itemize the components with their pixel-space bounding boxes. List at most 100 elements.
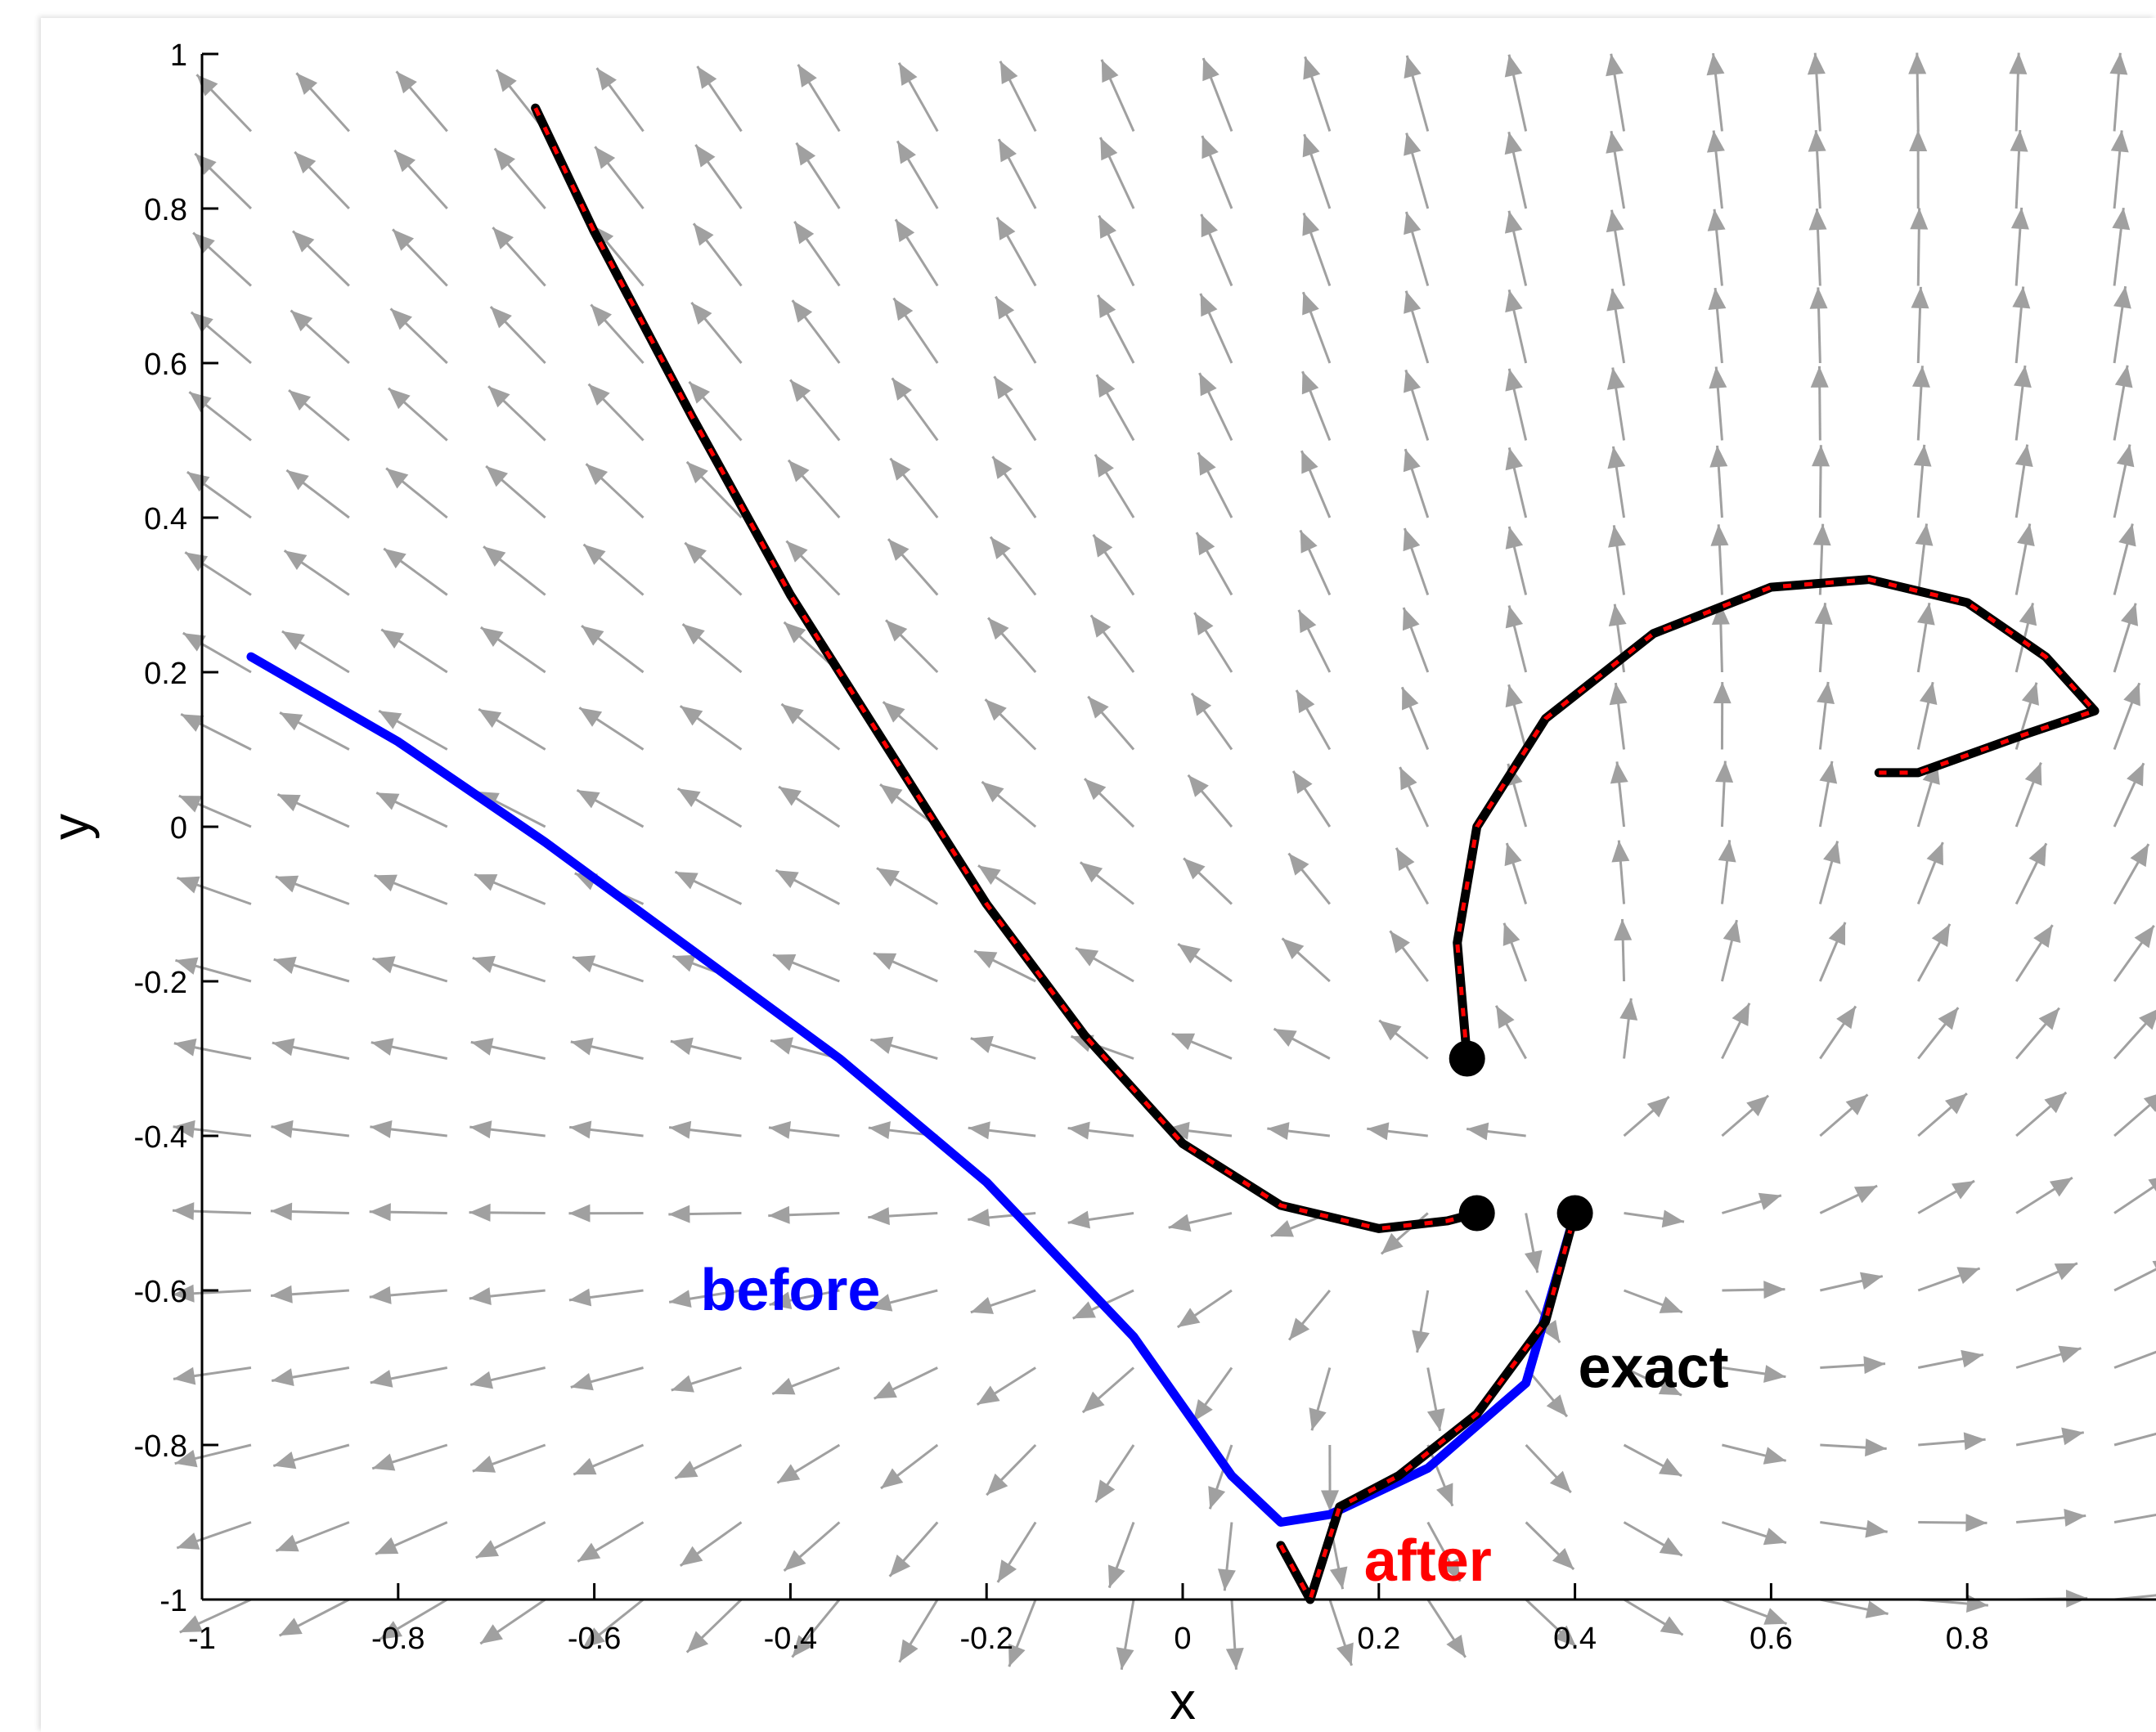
y-tick-label: 0.4 bbox=[144, 502, 187, 536]
quiver-arrowhead bbox=[1659, 1537, 1682, 1556]
quiver-arrowhead bbox=[1504, 842, 1522, 867]
quiver-arrowhead bbox=[286, 469, 309, 491]
y-tick-label: -1 bbox=[159, 1584, 187, 1618]
quiver-arrowhead bbox=[279, 1618, 303, 1636]
y-tick-label: -0.8 bbox=[134, 1429, 187, 1464]
quiver-arrowhead bbox=[1646, 1097, 1669, 1118]
quiver-arrowhead bbox=[1202, 58, 1219, 82]
quiver-arrowhead bbox=[1865, 1519, 1888, 1538]
endpoint-marker bbox=[1449, 1040, 1485, 1077]
quiver-arrowhead bbox=[868, 1121, 891, 1140]
quiver-arrowhead bbox=[1202, 136, 1219, 159]
quiver-arrow bbox=[2113, 1513, 2156, 1523]
quiver-arrowhead bbox=[2021, 682, 2039, 706]
quiver-arrowhead bbox=[999, 61, 1018, 84]
quiver-arrowhead bbox=[2064, 1509, 2086, 1527]
quiver-arrowhead bbox=[1606, 209, 1624, 233]
quiver-arrowhead bbox=[1916, 603, 1935, 626]
quiver-arrowhead bbox=[173, 1284, 195, 1303]
quiver-arrowhead bbox=[1302, 213, 1320, 236]
series-exact-line bbox=[1453, 575, 2100, 1063]
x-tick-label: 1 bbox=[2154, 1622, 2156, 1656]
quiver-arrowhead bbox=[1196, 532, 1215, 556]
quiver-arrowhead bbox=[178, 796, 202, 813]
quiver-arrowhead bbox=[276, 1534, 299, 1552]
quiver-arrowhead bbox=[1809, 287, 1828, 309]
quiver-arrowhead bbox=[1845, 1094, 1868, 1115]
quiver-arrowhead bbox=[1863, 1356, 1886, 1375]
quiver-arrowhead bbox=[475, 1540, 500, 1558]
quiver-arrowhead bbox=[1467, 1122, 1489, 1141]
quiver-arrowhead bbox=[1076, 948, 1099, 967]
quiver-arrowhead bbox=[1938, 1007, 1959, 1030]
quiver-arrowhead bbox=[1807, 52, 1826, 75]
quiver-arrowhead bbox=[2015, 444, 2033, 468]
quiver-arrowhead bbox=[376, 792, 400, 810]
quiver-arrowhead bbox=[1661, 1209, 1685, 1228]
quiver-arrowhead bbox=[2038, 1007, 2059, 1030]
y-tick-label: 0 bbox=[170, 811, 187, 846]
quiver-arrowhead bbox=[1298, 609, 1317, 634]
quiver-arrowhead bbox=[1945, 1093, 1967, 1115]
quiver-arrowhead bbox=[1524, 1250, 1543, 1273]
quiver-arrowhead bbox=[1225, 1648, 1244, 1670]
quiver-arrowhead bbox=[277, 794, 301, 812]
quiver-arrowhead bbox=[179, 1615, 203, 1633]
quiver-arrowhead bbox=[892, 378, 912, 401]
quiver-arrowhead bbox=[992, 456, 1013, 479]
quiver-arrowhead bbox=[868, 1207, 890, 1226]
quiver-arrowhead bbox=[890, 458, 911, 481]
quiver-arrowhead bbox=[995, 296, 1015, 320]
y-tick-label: 0.2 bbox=[144, 657, 187, 691]
quiver-arrowhead bbox=[1546, 1394, 1567, 1417]
quiver-arrowhead bbox=[1606, 53, 1624, 77]
quiver-arrowhead bbox=[2123, 683, 2140, 707]
axes: -1 -0.8 -0.6 -0.4 -0.2 0 0.2 0.4 0.6 0.8 1 -1 -0.8 -0… bbox=[41, 38, 2156, 1730]
endpoint-marker bbox=[1458, 1195, 1495, 1232]
quiver-arrowhead bbox=[1608, 604, 1627, 626]
quiver-arrowhead bbox=[569, 1120, 592, 1139]
quiver-arrowhead bbox=[886, 620, 908, 642]
quiver-arrowhead bbox=[881, 1468, 904, 1489]
quiver-arrowhead bbox=[896, 219, 915, 243]
quiver-arrowhead bbox=[2116, 444, 2135, 468]
quiver-arrowhead bbox=[1865, 1600, 1889, 1618]
quiver-arrowhead bbox=[970, 1297, 994, 1314]
quiver-arrowhead bbox=[1288, 853, 1309, 876]
quiver-arrowhead bbox=[2019, 603, 2037, 626]
quiver-arrowhead bbox=[1336, 1642, 1354, 1666]
quiver-arrowhead bbox=[2044, 1092, 2067, 1114]
quiver-arrowhead bbox=[394, 150, 416, 173]
quiver-arrowhead bbox=[375, 1537, 399, 1555]
quiver-arrowhead bbox=[1217, 1568, 1236, 1591]
quiver-arrowhead bbox=[1723, 920, 1741, 943]
quiver-arrowhead bbox=[1208, 1486, 1226, 1510]
quiver-arrowhead bbox=[1396, 847, 1415, 871]
quiver-arrowhead bbox=[997, 217, 1016, 240]
quiver-arrowhead bbox=[272, 1038, 295, 1057]
quiver-arrowhead bbox=[483, 546, 506, 567]
quiver-arrowhead bbox=[1116, 1647, 1134, 1670]
quiver-arrowhead bbox=[669, 1120, 692, 1139]
quiver-arrowhead bbox=[2028, 843, 2046, 867]
quiver-arrowhead bbox=[1619, 998, 1638, 1021]
quiver-arrowhead bbox=[1296, 690, 1315, 714]
quiver-arrowhead bbox=[1817, 681, 1835, 705]
quiver-arrowhead bbox=[1442, 1558, 1461, 1582]
quiver-arrowhead bbox=[1008, 1643, 1026, 1667]
quiver-arrowhead bbox=[1067, 1210, 1090, 1229]
quiver-arrowhead bbox=[469, 1120, 492, 1139]
quiver-arrowhead bbox=[1814, 603, 1833, 625]
quiver-arrowhead bbox=[496, 70, 517, 92]
quiver-arrowhead bbox=[1192, 693, 1212, 716]
quiver-arrowhead bbox=[1404, 132, 1422, 156]
quiver-arrowhead bbox=[596, 68, 617, 91]
quiver-arrowhead bbox=[1913, 444, 1932, 467]
quiver-arrowhead bbox=[1808, 130, 1826, 152]
quiver-arrowhead bbox=[374, 874, 398, 892]
quiver-arrowhead bbox=[271, 1285, 293, 1303]
quiver-arrowhead bbox=[472, 955, 496, 973]
quiver-arrowhead bbox=[583, 544, 606, 565]
quiver-arrowhead bbox=[494, 148, 515, 171]
quiver-arrowhead bbox=[1966, 1595, 1988, 1613]
